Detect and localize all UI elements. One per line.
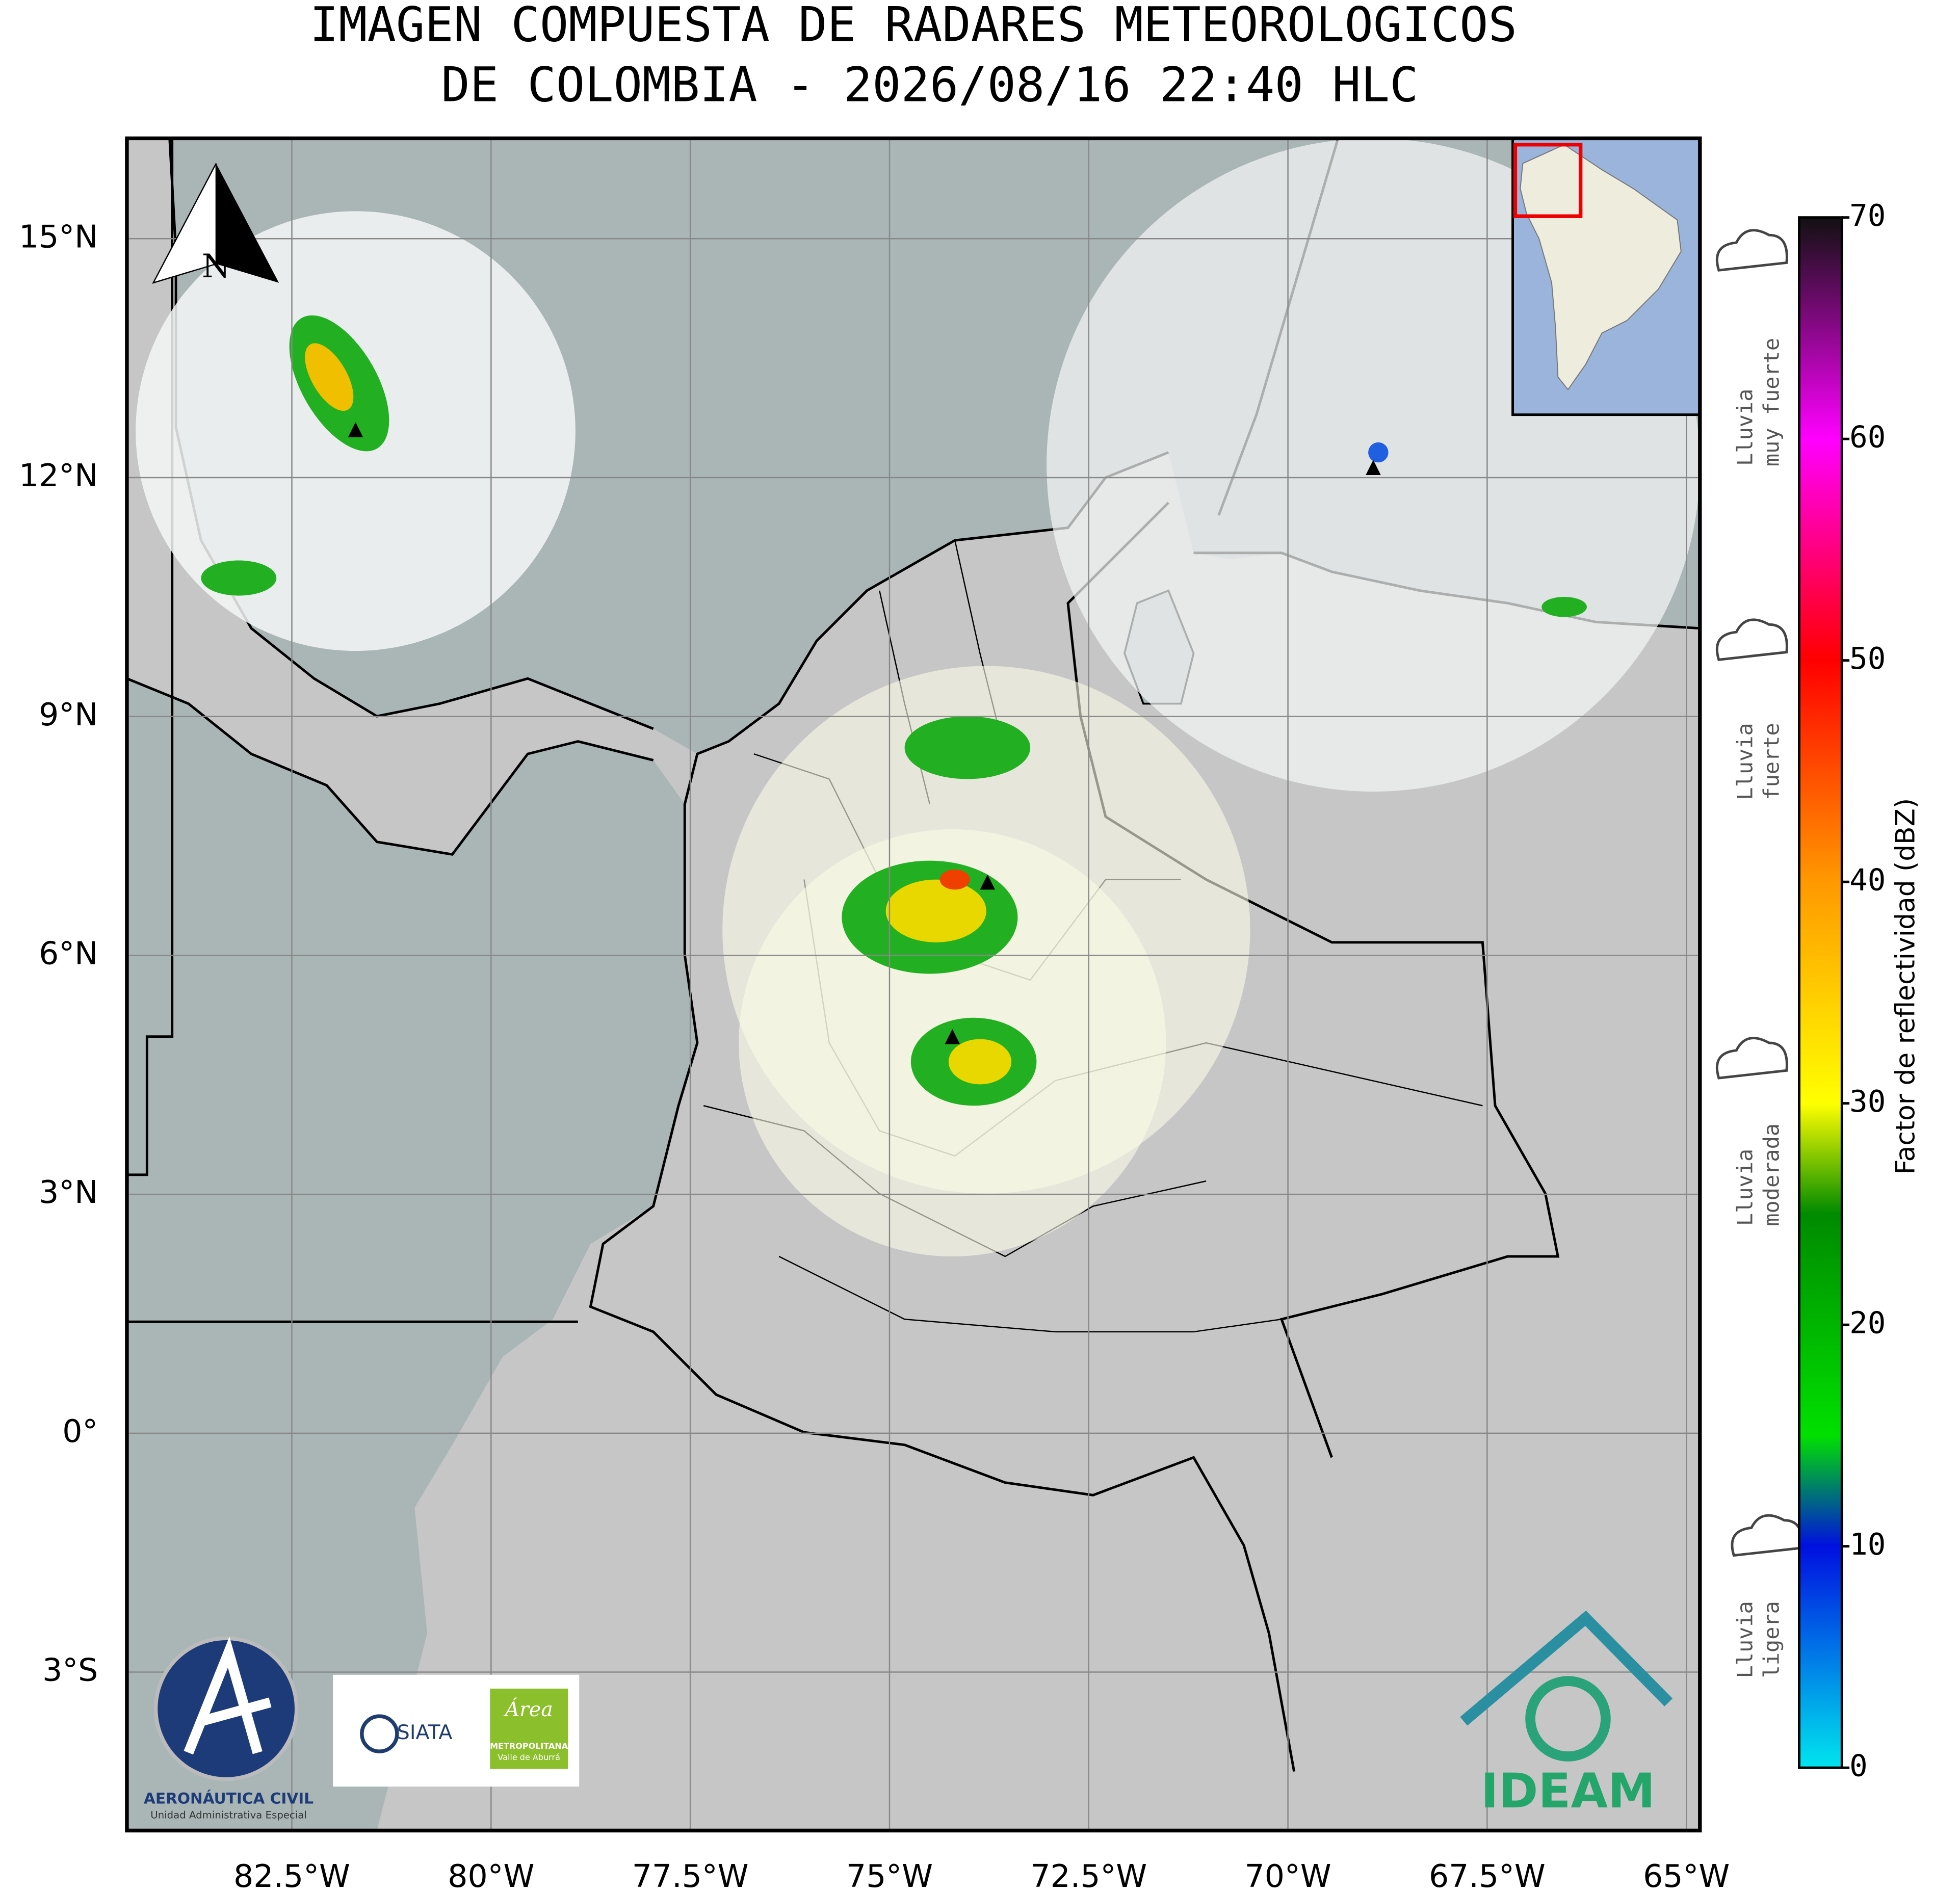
colorbar-tick-label: 10 xyxy=(1849,1527,1886,1562)
inset-continent xyxy=(1520,144,1682,390)
map: N AERONÁUTICA CIVIL Unidad Administrativ… xyxy=(126,138,1700,1831)
colorbar-tick-label: 60 xyxy=(1849,419,1886,454)
legend-label: muy fuerte xyxy=(1759,338,1784,466)
x-tick-label: 67.5°W xyxy=(1429,1858,1546,1891)
area-panel xyxy=(490,1688,568,1769)
colorbar-label: Factor de reflectividad (dBZ) xyxy=(1890,798,1921,1175)
x-tick-label: 70°W xyxy=(1245,1858,1331,1891)
colorbar-tick-label: 0 xyxy=(1849,1748,1868,1783)
x-tick-label: 80°W xyxy=(448,1858,534,1891)
logos: AERONÁUTICA CIVIL Unidad Administrativa … xyxy=(144,1610,1673,1821)
y-tick-label: 3°S xyxy=(42,1652,98,1689)
colorbar: Factor de reflectividad (dBZ) 0 10 20 30 40 5… xyxy=(1798,198,1921,1783)
area-sub: Valle de Aburrá xyxy=(498,1752,560,1762)
rain-echo xyxy=(1368,442,1389,463)
axes: 82.5°W 80°W 77.5°W 75°W 72.5°W 70°W 67.5°W 65°W… xyxy=(19,218,1730,1891)
north-arrow-right xyxy=(216,163,279,283)
map-frame xyxy=(125,136,1702,1833)
title-line: DE COLOMBIA - 2026/08/16 22:40 HLC xyxy=(441,58,1418,113)
rain-echo xyxy=(305,343,354,411)
rain-echo xyxy=(948,1039,1012,1085)
aerocivil-sub: Unidad Administrativa Especial xyxy=(150,1809,307,1821)
graticule xyxy=(126,138,1700,1831)
x-tick-label: 82.5°W xyxy=(233,1858,350,1891)
colorbar-tick-label: 30 xyxy=(1849,1084,1886,1119)
inset-map xyxy=(1511,138,1700,416)
title-line: IMAGEN COMPUESTA DE RADARES METEOROLOGIC… xyxy=(310,0,1517,52)
x-tick-label: 65°W xyxy=(1643,1858,1730,1891)
siata-sun xyxy=(360,1714,399,1753)
rain-echo xyxy=(201,560,277,596)
colorbar-tick-label: 20 xyxy=(1849,1305,1886,1340)
area-sub: METROPOLITANA xyxy=(490,1741,568,1751)
y-tick-label: 9°N xyxy=(39,696,98,733)
rain-echo xyxy=(885,879,986,942)
legend-label: Lluvia xyxy=(1732,1149,1757,1226)
aerocivil-name: AERONÁUTICA CIVIL xyxy=(144,1789,313,1807)
legend-label: ligera xyxy=(1759,1601,1784,1678)
rain-echo xyxy=(939,869,970,890)
legend-label: Lluvia xyxy=(1732,723,1757,800)
cloud-icon xyxy=(1715,1037,1788,1080)
legend-icons xyxy=(1715,229,1804,1557)
legend-label: Lluvia xyxy=(1732,1601,1757,1678)
rain-echo xyxy=(904,716,1031,779)
y-tick-label: 15°N xyxy=(19,218,98,255)
ideam-name: IDEAM xyxy=(1481,1764,1655,1819)
inset-extent xyxy=(1513,143,1583,218)
precipitation xyxy=(201,315,1587,1106)
legend-label: moderada xyxy=(1759,1123,1784,1226)
x-tick-label: 75°W xyxy=(846,1858,933,1891)
north-arrow: N xyxy=(152,163,279,285)
x-tick-label: 72.5°W xyxy=(1030,1858,1147,1891)
cloud-icon xyxy=(1731,1514,1804,1557)
y-tick-label: 3°N xyxy=(39,1174,98,1211)
rain-echo xyxy=(1541,597,1587,617)
aerocivil-mark xyxy=(184,1637,272,1755)
colorbar-tick-label: 40 xyxy=(1849,862,1886,897)
radar-site xyxy=(980,874,996,890)
radar-site xyxy=(945,1029,960,1044)
area-name: Área xyxy=(504,1697,553,1721)
radar-site xyxy=(1366,460,1381,475)
cloud-icon xyxy=(1715,618,1788,661)
colorbar-tick-label: 70 xyxy=(1849,198,1886,233)
y-tick-label: 12°N xyxy=(19,457,98,494)
y-tick-label: 6°N xyxy=(39,935,98,971)
y-tick-label: 0° xyxy=(62,1413,98,1450)
radar-site xyxy=(348,422,363,438)
colorbar-scale xyxy=(1798,216,1843,1769)
x-tick-label: 77.5°W xyxy=(632,1858,749,1891)
pacific-ocean xyxy=(126,678,697,1831)
siata-name: SIATA xyxy=(397,1721,453,1744)
cloud-icon xyxy=(1715,229,1788,272)
radar-sites xyxy=(348,422,1381,1044)
legend-label: fuerte xyxy=(1759,723,1784,800)
ideam-roof xyxy=(1460,1610,1673,1726)
legend-label: Lluvia xyxy=(1732,389,1757,466)
north-label: N xyxy=(202,248,230,285)
ideam-swirl xyxy=(1525,1676,1611,1762)
legend: Lluvia muy fuerte Lluvia fuerte Lluvia m… xyxy=(1715,229,1804,1678)
colorbar-tick-label: 50 xyxy=(1849,641,1886,676)
